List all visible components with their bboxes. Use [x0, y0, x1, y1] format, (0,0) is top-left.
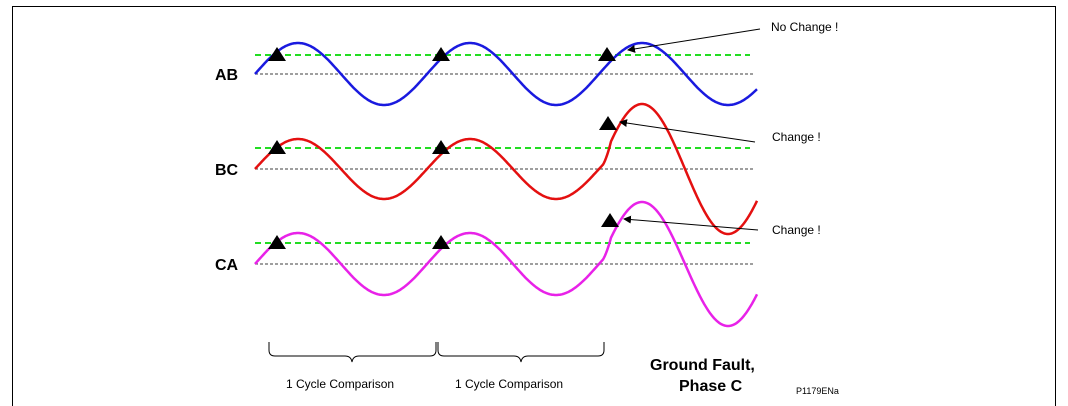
- arrow-ca: [623, 215, 759, 231]
- waveform-ca: [254, 200, 759, 328]
- comparison-label-1: 1 Cycle Comparison: [286, 377, 394, 391]
- sample-marker-triangle: [601, 213, 619, 227]
- sample-marker-triangle: [598, 47, 616, 61]
- brace-comparison-2: [437, 342, 605, 363]
- phase-label-bc: BC: [215, 162, 239, 179]
- arrow-bc: [619, 119, 756, 143]
- fault-label-line1: Ground Fault,: [650, 357, 755, 374]
- figure-reference: P1179ENa: [796, 386, 839, 396]
- sample-marker-triangle: [268, 235, 286, 249]
- sample-marker-triangle: [432, 235, 450, 249]
- phase-label-ca: CA: [215, 257, 239, 274]
- brace-comparison-1: [268, 342, 437, 363]
- annotation-ab: No Change !: [771, 20, 838, 34]
- comparison-label-2: 1 Cycle Comparison: [455, 377, 563, 391]
- phase-label-ab: AB: [215, 67, 238, 84]
- sample-marker-triangle: [599, 116, 617, 130]
- arrow-ab: [627, 28, 761, 53]
- annotation-ca: Change !: [772, 223, 821, 237]
- waveform-bc: [254, 102, 759, 236]
- waveform-ab: [254, 41, 758, 107]
- sample-marker-triangle: [268, 47, 286, 61]
- sample-marker-triangle: [268, 140, 286, 154]
- figure-frame: [12, 6, 1056, 406]
- sample-marker-triangle: [432, 140, 450, 154]
- fault-label-line2: Phase C: [679, 378, 743, 395]
- sample-markers: [268, 47, 619, 249]
- annotation-bc: Change !: [772, 130, 821, 144]
- sample-marker-triangle: [432, 47, 450, 61]
